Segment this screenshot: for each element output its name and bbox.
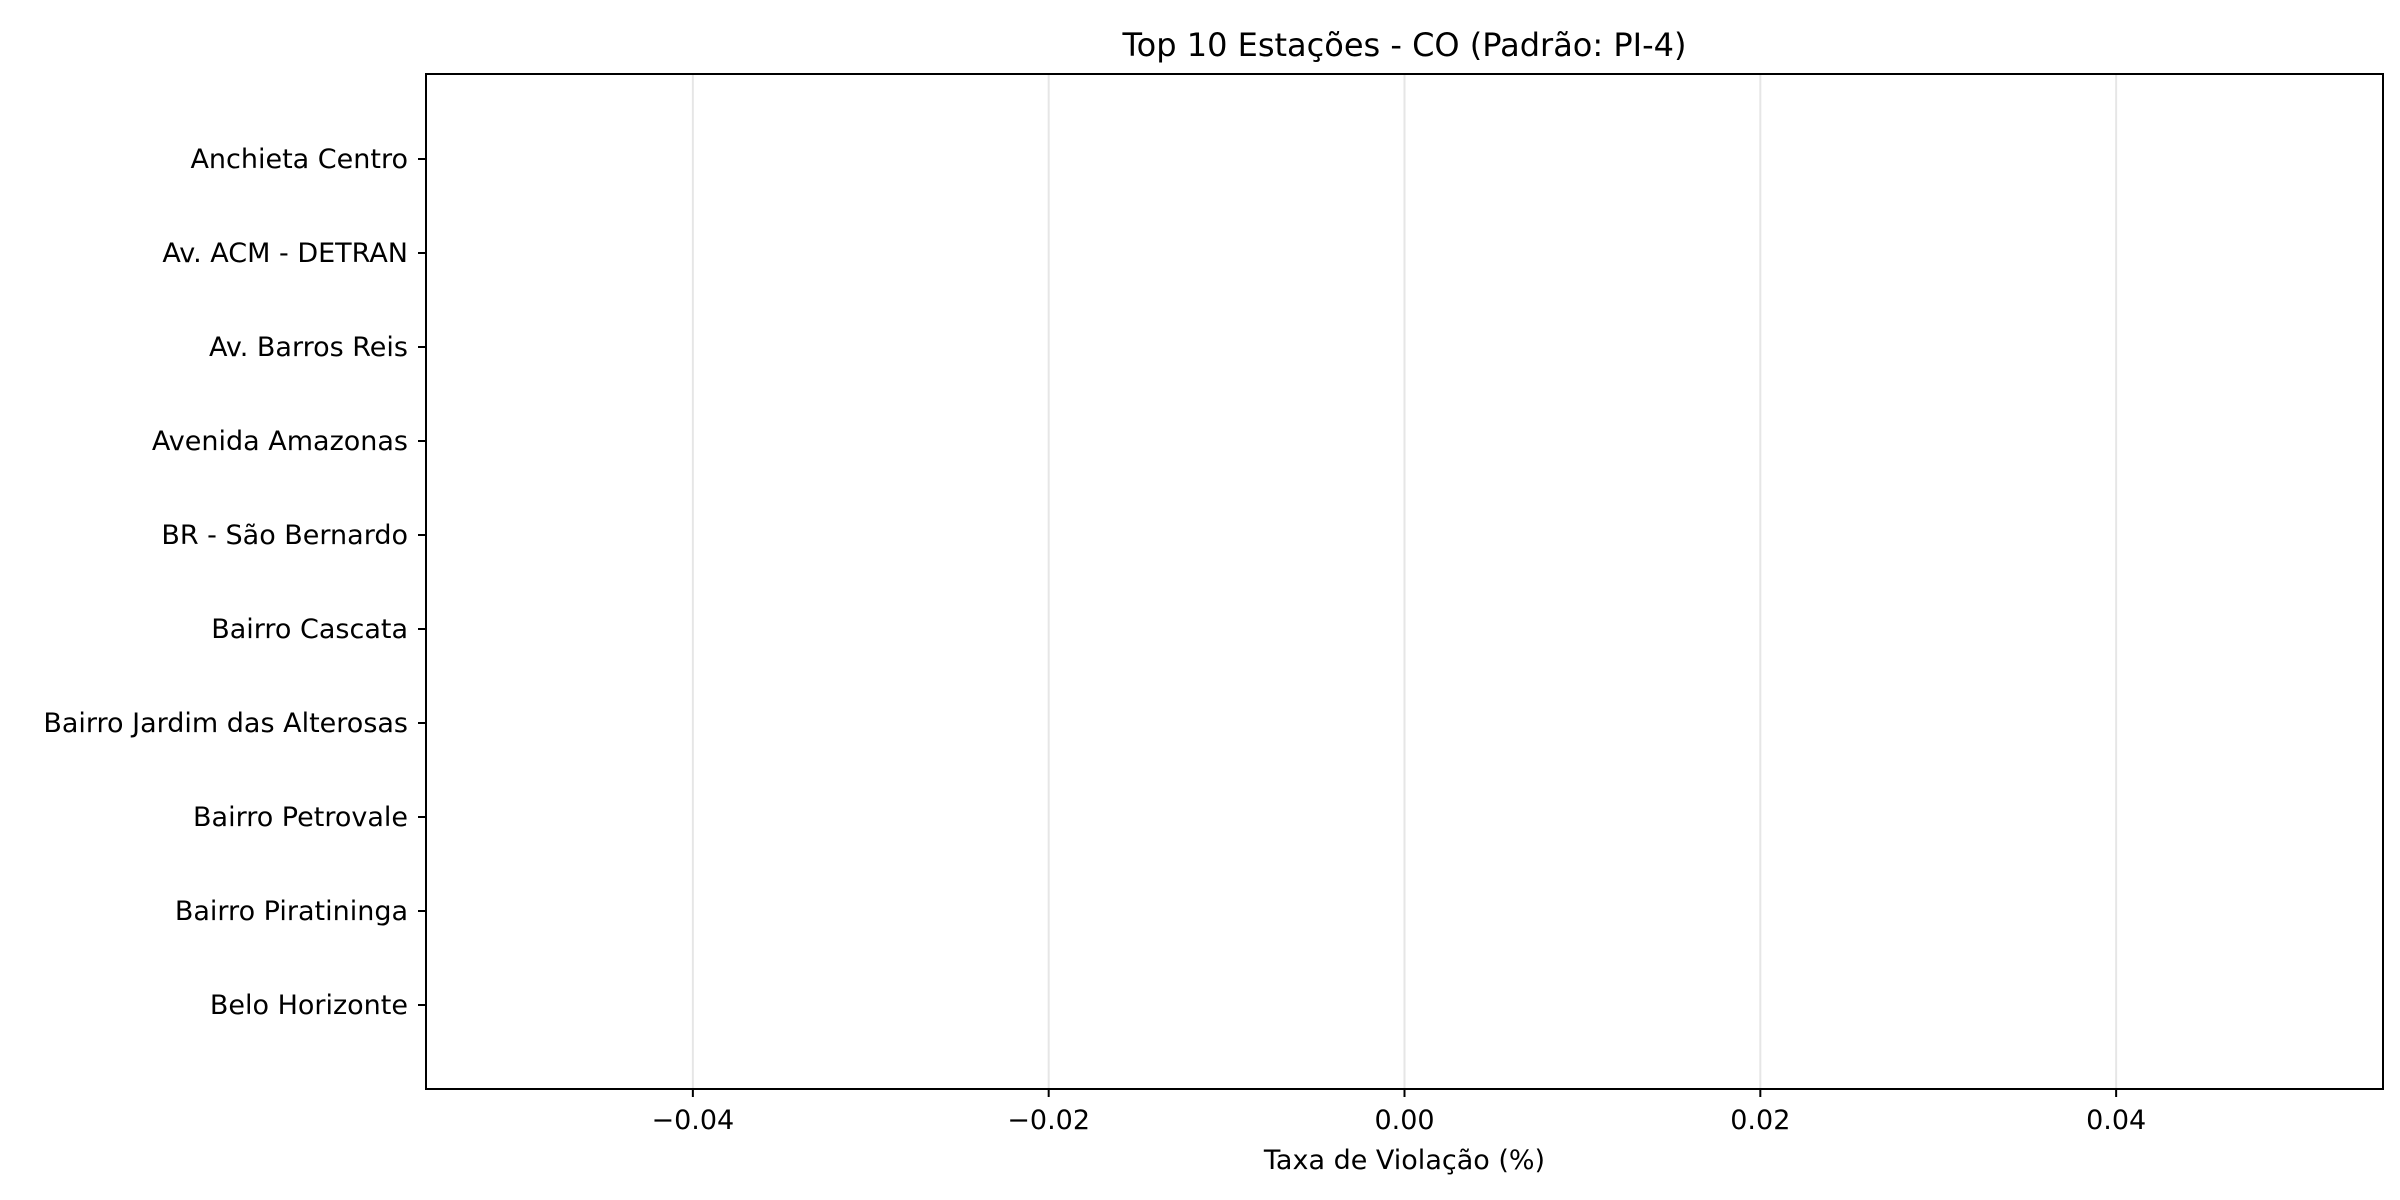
x-tick-label: 0.02 [1730,1105,1790,1136]
grid-lines [691,74,2118,1089]
x-tick-label: −0.02 [1007,1105,1090,1136]
x-tick-label: 0.00 [1374,1105,1434,1136]
y-tick-label: BR - São Bernardo [161,520,408,551]
x-axis-label: Taxa de Violação (%) [1263,1145,1545,1176]
y-tick-label: Avenida Amazonas [152,426,408,457]
y-tick-label: Bairro Piratininga [175,896,408,927]
y-tick-label: Anchieta Centro [190,144,408,175]
y-tick-label: Av. Barros Reis [209,332,408,363]
chart-title: Top 10 Estações - CO (Padrão: PI-4) [1122,26,1687,64]
y-axis-ticks: Anchieta Centro Av. ACM - DETRAN Av. Barro… [43,144,426,1021]
y-tick-label: Bairro Cascata [211,614,408,645]
x-axis-ticks: −0.04 −0.02 0.00 0.02 0.04 [651,1089,2146,1136]
y-tick-label: Bairro Petrovale [193,802,408,833]
y-tick-label: Belo Horizonte [210,990,408,1021]
x-tick-label: 0.04 [2086,1105,2146,1136]
y-tick-label: Av. ACM - DETRAN [162,238,408,269]
x-tick-label: −0.04 [651,1105,734,1136]
y-tick-label: Bairro Jardim das Alterosas [43,708,408,739]
